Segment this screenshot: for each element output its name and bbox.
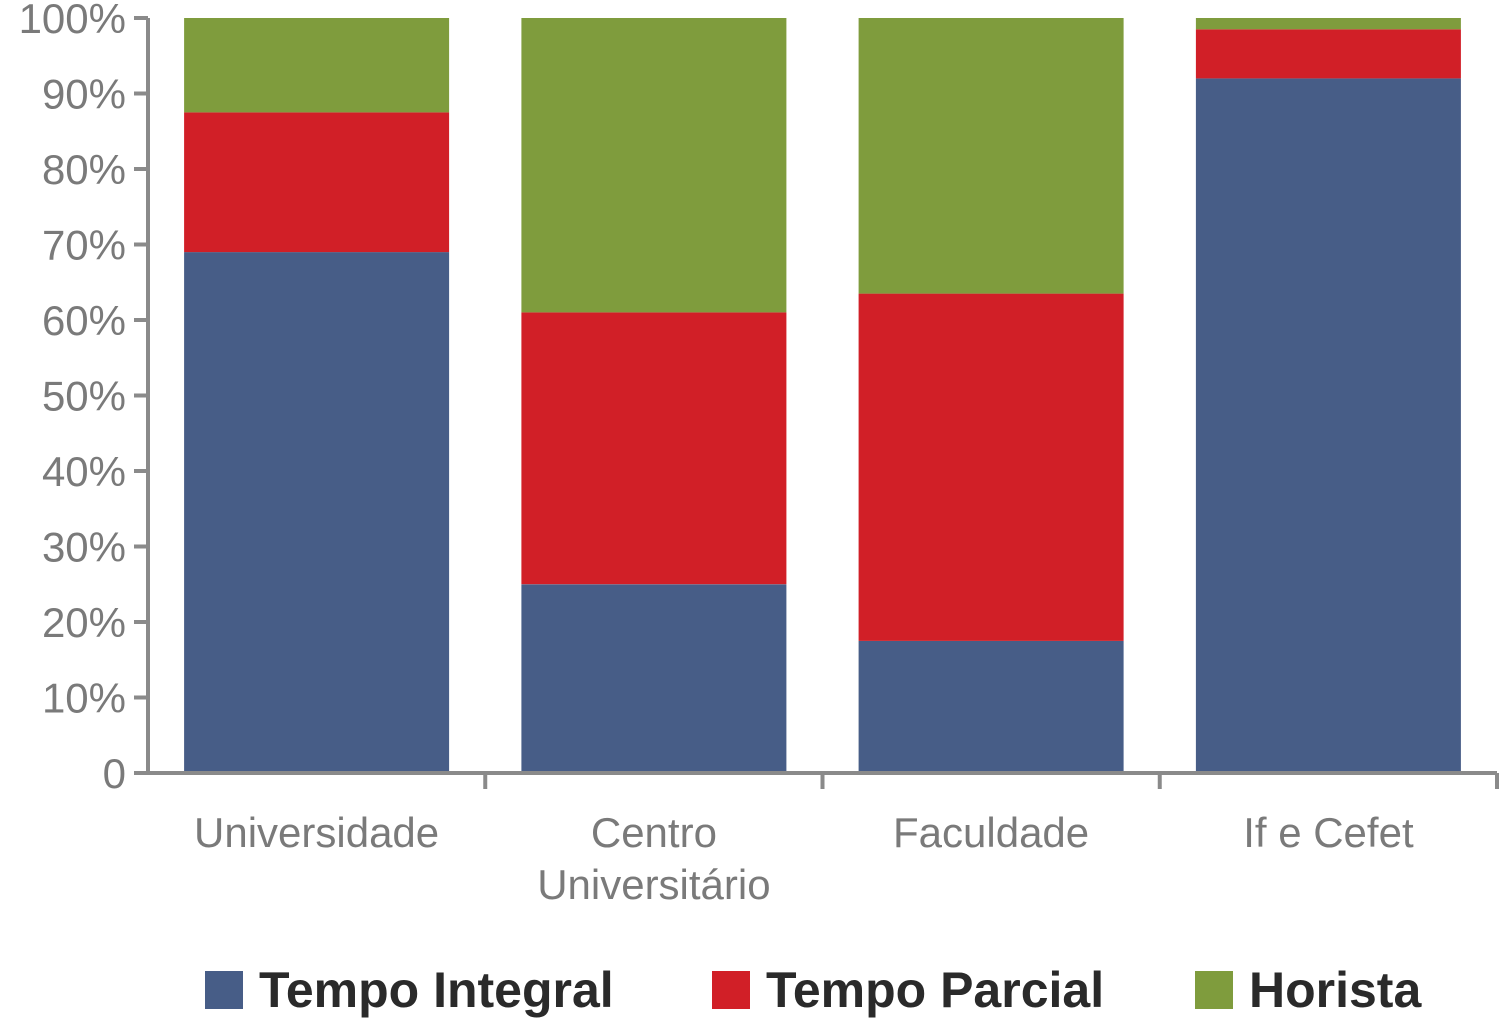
bar-segment-tempo-integral-2 xyxy=(521,584,787,774)
y-tick-label: 40% xyxy=(42,448,126,495)
bar-segment-horista-4 xyxy=(1195,18,1461,30)
y-tick-label: 10% xyxy=(42,675,126,722)
bar-segment-horista-2 xyxy=(521,18,787,313)
legend-swatch-tempo-integral xyxy=(205,971,243,1009)
y-tick-label: 20% xyxy=(42,599,126,646)
x-category-labels: Universidade Centro Universitário Faculdade… xyxy=(194,809,1414,908)
x-category-label: Faculdade xyxy=(893,809,1089,856)
legend-label-tempo-parcial: Tempo Parcial xyxy=(766,962,1105,1018)
x-category-label: Centro Universitário xyxy=(537,809,770,908)
bars-group xyxy=(184,18,1461,774)
legend-item-tempo-integral: Tempo Integral xyxy=(205,955,614,1025)
legend: Tempo Integral Tempo Parcial Horista xyxy=(0,955,1500,1025)
legend-swatch-horista xyxy=(1195,971,1233,1009)
bar-segment-tempo-parcial-4 xyxy=(1195,29,1461,79)
y-tick-label: 0 xyxy=(103,750,126,797)
bar-segment-tempo-parcial-2 xyxy=(521,312,787,585)
axes-group xyxy=(134,16,1499,789)
x-category-label: Universidade xyxy=(194,809,439,856)
y-tick-label: 50% xyxy=(42,373,126,420)
legend-label-tempo-integral: Tempo Integral xyxy=(259,962,614,1018)
legend-item-tempo-parcial: Tempo Parcial xyxy=(712,955,1104,1025)
bar-segment-horista-1 xyxy=(184,18,450,113)
stacked-bar-chart: 0 10% 20% 30% 40% 50% 60% 70% 80% 90% 100% Univers… xyxy=(19,0,1499,908)
y-tick-label: 60% xyxy=(42,297,126,344)
y-tick-label: 90% xyxy=(42,71,126,118)
legend-label-horista: Horista xyxy=(1249,962,1422,1018)
bar-segment-tempo-parcial-3 xyxy=(858,293,1124,641)
x-category-label: If e Cefet xyxy=(1243,809,1414,856)
bar-segment-horista-3 xyxy=(858,18,1124,294)
legend-swatch-tempo-parcial xyxy=(712,971,750,1009)
y-tick-label: 30% xyxy=(42,524,126,571)
y-tick-label: 80% xyxy=(42,146,126,193)
y-tick-label: 70% xyxy=(42,222,126,269)
bar-segment-tempo-parcial-1 xyxy=(184,112,450,253)
bar-segment-tempo-integral-4 xyxy=(1195,78,1461,773)
legend-item-horista: Horista xyxy=(1195,955,1421,1025)
y-tick-label: 100% xyxy=(19,0,126,42)
bar-segment-tempo-integral-1 xyxy=(184,252,450,774)
y-tick-labels: 0 10% 20% 30% 40% 50% 60% 70% 80% 90% 100% xyxy=(19,0,126,797)
bar-segment-tempo-integral-3 xyxy=(858,640,1124,773)
